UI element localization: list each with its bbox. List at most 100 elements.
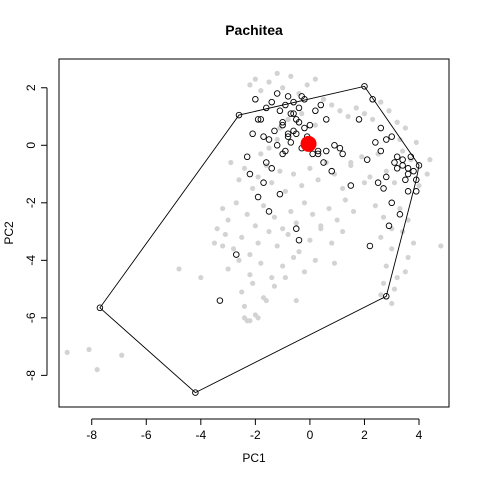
- background-point: [252, 76, 258, 82]
- background-point: [277, 168, 283, 174]
- background-point: [424, 171, 430, 177]
- background-point: [391, 180, 398, 186]
- axes-layer: -8 -6 -4 -2 0 2 4 -8 -6 -4 -2 0 2: [24, 84, 423, 442]
- highlighted-point: [295, 119, 303, 126]
- highlighted-point: [301, 96, 308, 103]
- background-point: [402, 269, 408, 275]
- background-point: [389, 226, 395, 232]
- background-point: [247, 272, 253, 278]
- background-point: [280, 85, 286, 91]
- background-point: [222, 231, 228, 238]
- highlighted-point: [96, 304, 104, 312]
- highlighted-point: [413, 188, 420, 195]
- background-point: [285, 116, 291, 122]
- background-points-layer: [64, 70, 444, 373]
- background-point: [290, 254, 297, 261]
- highlighted-point: [323, 116, 330, 123]
- highlighted-point: [279, 121, 286, 129]
- convex-hull-layer: [99, 85, 420, 394]
- background-point: [285, 231, 291, 238]
- background-point: [225, 217, 231, 223]
- background-point: [350, 208, 357, 215]
- centroid-point: [300, 135, 317, 152]
- background-point: [241, 165, 248, 171]
- background-point: [250, 280, 256, 286]
- highlighted-point: [396, 211, 404, 218]
- highlighted-point: [369, 96, 376, 103]
- chart-title: Pachitea: [225, 22, 283, 38]
- background-point: [329, 102, 335, 108]
- y-tick-label: 0: [24, 142, 38, 149]
- background-point: [198, 274, 204, 281]
- highlighted-point: [246, 170, 254, 178]
- background-point: [397, 205, 403, 212]
- x-tick-label: 0: [307, 428, 314, 442]
- highlighted-point: [263, 104, 270, 112]
- background-point: [86, 346, 92, 353]
- background-point: [274, 243, 280, 249]
- background-point: [299, 111, 305, 117]
- highlighted-point: [377, 147, 385, 155]
- x-tick-label: 2: [361, 428, 368, 442]
- background-point: [397, 136, 403, 143]
- background-point: [282, 188, 288, 194]
- highlighted-point: [399, 156, 406, 163]
- highlighted-point: [385, 222, 393, 230]
- background-point: [391, 286, 398, 292]
- background-point: [296, 249, 302, 255]
- background-point: [312, 76, 318, 82]
- highlighted-point: [273, 142, 281, 149]
- background-point: [359, 154, 365, 160]
- background-point: [320, 96, 327, 102]
- highlighted-point: [290, 98, 297, 106]
- x-tick-label: -4: [195, 428, 206, 442]
- highlighted-point: [404, 188, 412, 195]
- highlighted-point: [393, 153, 401, 161]
- highlighted-point: [339, 150, 346, 158]
- highlighted-point: [355, 116, 363, 123]
- background-point: [236, 257, 242, 263]
- highlighted-point: [271, 127, 278, 135]
- x-tick-label: -2: [250, 428, 261, 442]
- background-point: [310, 211, 316, 217]
- highlighted-point: [249, 130, 256, 138]
- background-point: [241, 303, 248, 309]
- background-point: [361, 111, 368, 117]
- highlighted-point: [372, 139, 379, 146]
- background-point: [64, 349, 70, 355]
- background-point: [266, 145, 272, 151]
- highlighted-point: [273, 90, 281, 97]
- background-point: [252, 223, 258, 229]
- background-point: [380, 280, 387, 286]
- background-point: [367, 174, 373, 180]
- background-point: [176, 266, 182, 272]
- background-point: [255, 240, 261, 246]
- background-point: [307, 165, 313, 171]
- background-point: [405, 217, 411, 223]
- highlighted-point: [336, 144, 344, 152]
- y-tick-label: 2: [24, 84, 38, 91]
- highlighted-point: [388, 199, 395, 207]
- highlighted-point: [314, 150, 322, 158]
- highlighted-point: [410, 167, 417, 175]
- highlighted-point: [279, 119, 286, 126]
- highlighted-point: [402, 176, 409, 184]
- highlighted-point: [276, 107, 284, 115]
- background-point: [258, 260, 264, 266]
- background-point: [394, 274, 400, 281]
- background-point: [315, 177, 321, 183]
- y-tick-label: -8: [24, 370, 38, 381]
- background-point: [269, 180, 275, 186]
- highlighted-point: [391, 159, 398, 166]
- background-point: [296, 90, 302, 97]
- background-point: [348, 159, 354, 166]
- highlighted-point: [284, 130, 292, 138]
- background-point: [260, 203, 267, 209]
- background-point: [239, 289, 245, 295]
- background-point: [230, 246, 237, 252]
- background-point: [345, 113, 351, 120]
- highlighted-point: [265, 208, 273, 215]
- background-point: [378, 292, 384, 298]
- highlighted-point: [404, 165, 412, 172]
- background-point: [331, 171, 338, 177]
